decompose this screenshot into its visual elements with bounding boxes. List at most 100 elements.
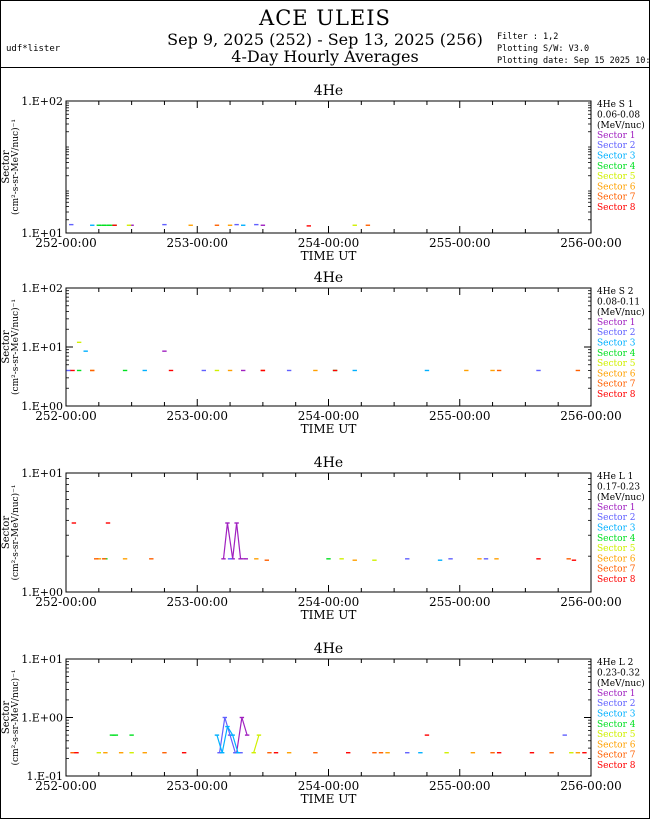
panel2-xtick-label: 254-00:00 <box>298 409 360 423</box>
panel2-legend-title: 4He S 2 <box>597 287 634 297</box>
panel3-sector-1-segment <box>232 522 238 559</box>
panel4-ytick-label: 1.E+00 <box>21 712 63 725</box>
panel1-ylabel: Sector <box>1 150 12 183</box>
panel3-legend-sector-7: Sector 7 <box>597 565 636 575</box>
panel1-ytick-label: 1.E+02 <box>21 95 63 108</box>
panel3-ytick-label: 1.E+00 <box>21 586 63 599</box>
header-separator <box>0 67 650 68</box>
panel4-legend-sector-5: Sector 5 <box>597 730 636 740</box>
panel3-legend-sector-5: Sector 5 <box>597 544 636 554</box>
panel2-legend-title: 0.08-0.11 <box>597 298 640 308</box>
panel4-legend-title: 4He L 2 <box>597 658 633 668</box>
panel2-xtick-label: 256-00:00 <box>560 409 622 423</box>
figure-title: ACE ULEIS <box>259 6 391 30</box>
panel1-yunit: (cm²-s-sr-MeV/nuc)⁻¹ <box>10 119 21 215</box>
panel3-xlabel: TIME UT <box>301 608 357 622</box>
panel2-xtick-label: 255-00:00 <box>429 409 491 423</box>
panel1-legend-sector-7: Sector 7 <box>597 193 636 203</box>
panel3-xtick-label: 255-00:00 <box>429 595 491 609</box>
panel2-legend-sector-1: Sector 1 <box>597 318 635 328</box>
panel2-ytick-label: 1.E+02 <box>21 282 63 295</box>
panel4-sector-3-segment <box>226 726 234 736</box>
panel3-legend-sector-4: Sector 4 <box>597 534 636 544</box>
panel4-sector-3-segment <box>221 726 229 753</box>
panel3-xtick-label: 252-00:00 <box>35 595 97 609</box>
panel1-title: 4He <box>314 83 343 99</box>
panel4-legend-sector-4: Sector 4 <box>597 720 636 730</box>
panel2-title: 4He <box>314 270 343 286</box>
panel2-legend-sector-5: Sector 5 <box>597 359 636 369</box>
panel1-xtick-label: 255-00:00 <box>429 236 491 250</box>
panel3-legend-title: 0.17-0.23 <box>597 483 640 493</box>
panel2-legend-sector-7: Sector 7 <box>597 380 636 390</box>
panel2-axes-box <box>65 287 592 407</box>
panel3-legend-sector-1: Sector 1 <box>597 503 635 513</box>
panel3-legend-sector-6: Sector 6 <box>597 554 636 564</box>
panel4-legend-title: (MeV/nuc) <box>597 678 645 689</box>
panel3-xtick-label: 256-00:00 <box>560 595 622 609</box>
panel3-sector-1-segment <box>226 522 234 559</box>
panel4-sector-5-segment <box>253 734 260 753</box>
panel4-ytick-label: 1.E-01 <box>27 770 63 783</box>
panel1-ytick-label: 1.E+01 <box>21 227 63 240</box>
panel1-axes-box <box>65 100 592 234</box>
panel4-ylabel: Sector <box>1 701 12 734</box>
panel2-yunit: (cm²-s-sr-MeV/nuc)⁻¹ <box>10 299 21 395</box>
panel4-axes-box <box>65 658 592 777</box>
panel3-yunit: (cm²-s-sr-MeV/nuc)⁻¹ <box>10 485 21 581</box>
panel1-xtick-label: 256-00:00 <box>560 236 622 250</box>
panel1-legend-title: 4He S 1 <box>597 100 634 110</box>
panel1-legend-sector-2: Sector 2 <box>597 141 635 151</box>
panel3-legend-title: 4He L 1 <box>597 472 633 482</box>
panel4-legend-title: 0.23-0.32 <box>597 669 640 679</box>
panel4-xtick-label: 255-00:00 <box>429 779 491 793</box>
figure-subtitle: 4-Day Hourly Averages <box>231 47 419 66</box>
software-label: Plotting S/W: V3.0 <box>497 44 590 54</box>
panel1-legend-sector-3: Sector 3 <box>597 152 636 162</box>
panel1-legend-sector-8: Sector 8 <box>597 203 636 213</box>
panel3-legend-sector-3: Sector 3 <box>597 524 636 534</box>
date-range: Sep 9, 2025 (252) - Sep 13, 2025 (256) <box>167 30 483 49</box>
panel3-ytick-label: 1.E+01 <box>21 467 63 480</box>
panel1-legend-sector-6: Sector 6 <box>597 182 636 192</box>
panel4-xtick-label: 254-00:00 <box>298 779 360 793</box>
panel2-xtick-label: 253-00:00 <box>166 409 228 423</box>
panel3-axes-box <box>65 472 592 593</box>
panel1-xlabel: TIME UT <box>301 249 357 263</box>
panel4-sector-1-segment <box>236 717 243 753</box>
panel2-ytick-label: 1.E+01 <box>21 341 63 354</box>
panel4-xlabel: TIME UT <box>301 792 357 806</box>
panel2-ylabel: Sector <box>1 330 12 363</box>
panel4-xtick-label: 252-00:00 <box>35 779 97 793</box>
panel3-sector-1-segment <box>236 522 242 559</box>
panel3-legend-title: (MeV/nuc) <box>597 492 645 503</box>
panel4-sector-1-segment <box>241 717 248 736</box>
panel1-legend-title: 0.06-0.08 <box>597 111 640 121</box>
panel4-legend-sector-1: Sector 1 <box>597 689 635 699</box>
panel4-title: 4He <box>314 641 343 657</box>
panel2-legend-sector-4: Sector 4 <box>597 349 636 359</box>
panel4-sector-3-segment <box>232 734 239 753</box>
panel4-sector-2-segment <box>229 734 236 753</box>
panel2-legend-sector-2: Sector 2 <box>597 328 635 338</box>
panel1-legend-sector-1: Sector 1 <box>597 131 635 141</box>
panel2-legend-sector-6: Sector 6 <box>597 369 636 379</box>
panel2-ytick-label: 1.E+00 <box>21 400 63 413</box>
panel4-legend-sector-6: Sector 6 <box>597 740 636 750</box>
panel4-sector-3-segment <box>216 734 223 753</box>
panel1-legend-sector-4: Sector 4 <box>597 162 636 172</box>
panel4-legend-sector-3: Sector 3 <box>597 710 636 720</box>
panel4-legend-sector-8: Sector 8 <box>597 761 636 771</box>
panel3-legend-sector-2: Sector 2 <box>597 513 635 523</box>
panel4-yunit: (cm²-s-sr-MeV/nuc)⁻¹ <box>10 670 21 766</box>
panel2-legend-title: (MeV/nuc) <box>597 307 645 318</box>
panel3-xtick-label: 253-00:00 <box>166 595 228 609</box>
user-label: udf*lister <box>6 44 61 54</box>
panel2-xtick-label: 252-00:00 <box>35 409 97 423</box>
panel3-xtick-label: 254-00:00 <box>298 595 360 609</box>
panel1-xtick-label: 254-00:00 <box>298 236 360 250</box>
panel1-xtick-label: 252-00:00 <box>35 236 97 250</box>
panel1-xtick-label: 253-00:00 <box>166 236 228 250</box>
panel2-legend-sector-8: Sector 8 <box>597 390 636 400</box>
plot-date-label: Plotting date: Sep 15 2025 10:39 <box>497 56 650 66</box>
